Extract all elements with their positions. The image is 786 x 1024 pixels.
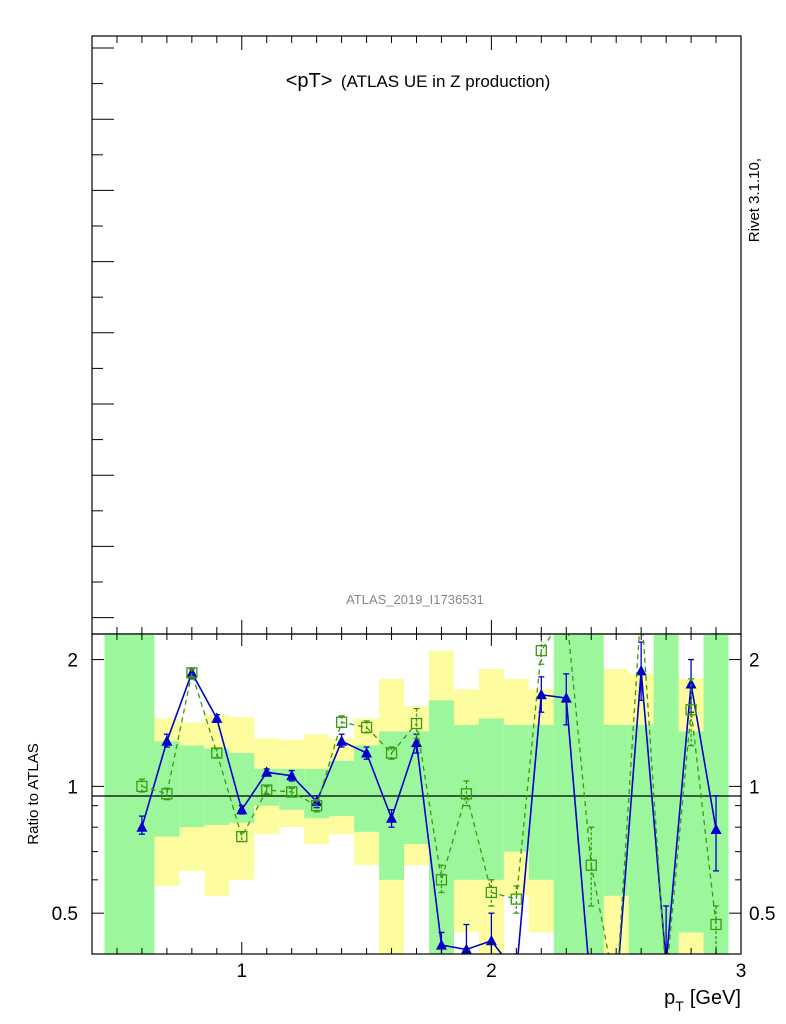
data-point-triangle	[535, 688, 547, 700]
data-point-triangle	[361, 747, 373, 758]
data-point-square	[161, 788, 173, 800]
y-tick-label-right: 1	[749, 777, 760, 798]
ratio-axis-ticks	[92, 634, 741, 955]
data-point-triangle	[435, 939, 447, 950]
data-point-square	[236, 830, 248, 843]
band-1sigma-bin	[104, 634, 130, 954]
data-point-triangle	[386, 812, 398, 823]
data-point-triangle	[186, 666, 198, 678]
data-point-triangle	[211, 712, 223, 723]
band-1sigma-bin	[703, 634, 729, 954]
data-point-square	[585, 859, 597, 871]
band-1sigma-bin	[428, 700, 454, 954]
band-1sigma-bin	[204, 748, 230, 825]
data-point-triangle	[136, 821, 148, 832]
x-tick-label: 3	[736, 961, 747, 982]
series-open-square	[136, 600, 722, 999]
main-title: <pT> (ATLAS UE in Z production)	[286, 70, 551, 92]
data-point-triangle	[611, 988, 622, 999]
x-tick-label: 1	[236, 961, 247, 982]
y-tick-label-left: 2	[67, 651, 78, 672]
main-panel: <pT> (ATLAS UE in Z production) ATLAS_20…	[91, 35, 763, 635]
data-point-triangle	[411, 736, 422, 748]
x-axis-label-sub: T	[675, 998, 684, 1014]
y-tick-label-right: 2	[749, 651, 760, 672]
main-panel-frame	[91, 35, 742, 635]
tick-labels: 1 2 3 0.5 0.5 1 1 2 2	[52, 651, 776, 982]
x-axis-label-unit: [GeV]	[690, 987, 741, 1009]
y-tick-label-right: 0.5	[749, 904, 775, 925]
data-point-triangle	[485, 934, 497, 946]
data-point-square	[636, 600, 646, 610]
band-1sigma-bin	[329, 760, 355, 817]
series-line	[141, 634, 717, 954]
data-point-square	[311, 799, 323, 812]
data-point-square	[710, 918, 722, 931]
series-layer	[136, 600, 722, 999]
data-point-square	[360, 721, 373, 734]
main-title-prefix: <pT>	[286, 70, 333, 92]
data-point-square	[685, 704, 697, 716]
uncertainty-band-1sigma	[104, 634, 729, 954]
x-axis-label-main: p	[664, 987, 675, 1009]
data-point-square	[385, 747, 398, 759]
band-1sigma-bin	[678, 731, 704, 933]
data-point-square	[335, 716, 348, 728]
main-panel-y-ticks	[92, 36, 717, 634]
band-1sigma-bin	[628, 724, 654, 954]
band-1sigma-bin	[528, 724, 554, 880]
band-1sigma-bin	[379, 731, 405, 880]
data-point-triangle	[710, 823, 722, 834]
y-axis-label: Ratio to ATLAS	[25, 743, 42, 844]
data-point-square	[535, 644, 547, 657]
data-point-triangle	[511, 967, 522, 978]
series-line	[141, 670, 717, 954]
series-triangle	[136, 641, 722, 999]
y-tick-label-left: 1	[67, 777, 78, 798]
data-point-square	[410, 717, 423, 730]
analysis-label: ATLAS_2019_I1736531	[346, 592, 484, 607]
band-1sigma-bin	[179, 745, 205, 828]
y-tick-label-left: 0.5	[52, 904, 78, 925]
data-point-square	[286, 786, 298, 798]
data-point-square	[485, 886, 498, 899]
data-point-triangle	[560, 692, 572, 703]
data-point-triangle	[635, 664, 647, 676]
data-point-square	[460, 788, 473, 800]
band-1sigma-bin	[354, 745, 380, 832]
band-1sigma-bin	[603, 724, 629, 896]
data-point-square	[661, 973, 671, 983]
x-tick-label: 2	[486, 961, 497, 982]
data-point-square	[136, 780, 148, 793]
band-1sigma-bin	[129, 634, 155, 954]
rivet-version-label: Rivet 3.1.10,	[746, 158, 763, 242]
data-point-triangle	[261, 766, 273, 777]
data-point-square	[261, 784, 273, 796]
data-point-square	[561, 607, 571, 617]
data-point-triangle	[336, 735, 348, 746]
x-axis-label: pT [GeV]	[664, 987, 741, 1014]
data-point-triangle	[685, 677, 697, 689]
band-1sigma-bin	[478, 718, 504, 880]
band-1sigma-bin	[578, 634, 604, 954]
data-point-square	[211, 747, 223, 759]
data-point-square	[186, 667, 198, 679]
data-point-triangle	[161, 735, 173, 746]
data-point-square	[510, 893, 522, 905]
data-point-triangle	[586, 988, 597, 999]
main-title-suffix: (ATLAS UE in Z production)	[341, 72, 550, 91]
data-point-square	[611, 989, 621, 999]
band-1sigma-bin	[653, 634, 679, 954]
data-point-triangle	[236, 803, 248, 815]
data-point-square	[435, 874, 448, 886]
data-point-triangle	[661, 957, 672, 968]
band-1sigma-bin	[503, 724, 529, 852]
ratio-panel: 1 2 3 0.5 0.5 1 1 2 2 Ratio to ATLAS pT [GeV]	[25, 600, 776, 1014]
data-point-triangle	[286, 769, 298, 781]
